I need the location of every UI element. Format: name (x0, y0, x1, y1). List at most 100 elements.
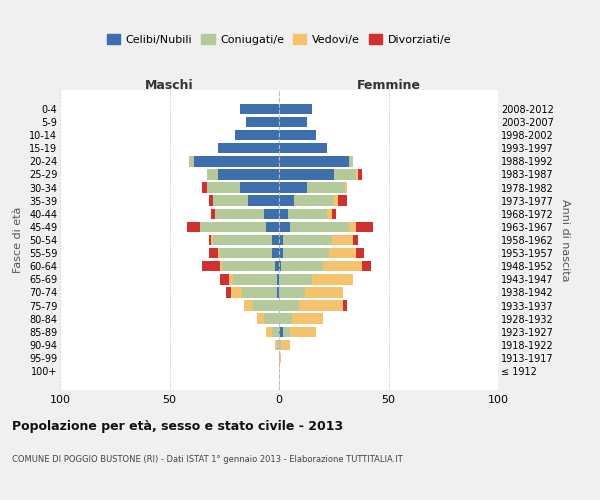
Bar (207, 169, 218, 179)
Bar (332, 235, 353, 245)
Bar (323, 261, 362, 272)
Bar (226, 287, 231, 298)
Bar (281, 340, 290, 350)
Bar (211, 235, 214, 245)
Bar (248, 196, 279, 206)
Bar (279, 314, 292, 324)
Bar (290, 326, 316, 337)
Bar (194, 156, 279, 166)
Bar (358, 169, 362, 179)
Bar (356, 222, 373, 232)
Text: Femmine: Femmine (356, 79, 421, 92)
Bar (307, 182, 345, 193)
Y-axis label: Fasce di età: Fasce di età (13, 207, 23, 273)
Bar (344, 182, 347, 193)
Bar (356, 248, 364, 258)
Bar (343, 300, 347, 311)
Bar (338, 196, 347, 206)
Bar (209, 196, 214, 206)
Bar (279, 261, 281, 272)
Bar (218, 169, 279, 179)
Bar (349, 156, 353, 166)
Bar (279, 340, 281, 350)
Bar (275, 340, 277, 350)
Bar (332, 208, 336, 219)
Bar (200, 222, 266, 232)
Bar (220, 248, 272, 258)
Bar (279, 300, 299, 311)
Bar (272, 248, 279, 258)
Bar (239, 104, 279, 114)
Bar (220, 261, 222, 272)
Bar (353, 235, 358, 245)
Y-axis label: Anni di nascita: Anni di nascita (560, 198, 571, 281)
Bar (214, 235, 272, 245)
Bar (263, 208, 279, 219)
Bar (279, 222, 290, 232)
Bar (222, 261, 275, 272)
Bar (189, 156, 194, 166)
Bar (239, 182, 279, 193)
Bar (299, 300, 343, 311)
Bar (246, 116, 279, 127)
Bar (279, 235, 283, 245)
Bar (279, 208, 288, 219)
Bar (218, 248, 220, 258)
Bar (214, 196, 248, 206)
Text: COMUNE DI POGGIO BUSTONE (RI) - Dati ISTAT 1° gennaio 2013 - Elaborazione TUTTIT: COMUNE DI POGGIO BUSTONE (RI) - Dati IST… (12, 455, 403, 464)
Bar (279, 104, 312, 114)
Bar (283, 235, 332, 245)
Bar (279, 130, 316, 140)
Bar (292, 314, 323, 324)
Bar (279, 353, 281, 364)
Bar (187, 222, 200, 232)
Bar (288, 208, 327, 219)
Bar (312, 274, 353, 284)
Bar (218, 143, 279, 154)
Text: Popolazione per età, sesso e stato civile - 2013: Popolazione per età, sesso e stato civil… (12, 420, 343, 433)
Bar (209, 248, 218, 258)
Bar (295, 196, 334, 206)
Bar (220, 274, 229, 284)
Bar (272, 235, 279, 245)
Bar (215, 208, 263, 219)
Bar (362, 261, 371, 272)
Bar (257, 314, 263, 324)
Bar (233, 274, 277, 284)
Bar (356, 169, 358, 179)
Bar (277, 274, 279, 284)
Bar (242, 287, 277, 298)
Bar (277, 287, 279, 298)
Bar (279, 326, 283, 337)
Bar (279, 169, 334, 179)
Bar (327, 208, 332, 219)
Bar (202, 261, 220, 272)
Bar (334, 169, 356, 179)
Bar (279, 274, 312, 284)
Bar (253, 300, 279, 311)
Bar (277, 340, 279, 350)
Bar (279, 287, 305, 298)
Bar (305, 287, 343, 298)
Bar (244, 300, 253, 311)
Text: Maschi: Maschi (145, 79, 194, 92)
Bar (279, 143, 327, 154)
Bar (266, 222, 279, 232)
Bar (263, 314, 279, 324)
Bar (279, 248, 283, 258)
Bar (279, 196, 295, 206)
Bar (272, 326, 279, 337)
Bar (279, 182, 307, 193)
Bar (207, 182, 239, 193)
Bar (349, 222, 356, 232)
Bar (279, 156, 349, 166)
Bar (329, 248, 356, 258)
Bar (209, 235, 211, 245)
Bar (279, 116, 307, 127)
Bar (202, 182, 207, 193)
Bar (235, 130, 279, 140)
Bar (281, 261, 323, 272)
Bar (231, 287, 242, 298)
Bar (283, 326, 290, 337)
Bar (266, 326, 272, 337)
